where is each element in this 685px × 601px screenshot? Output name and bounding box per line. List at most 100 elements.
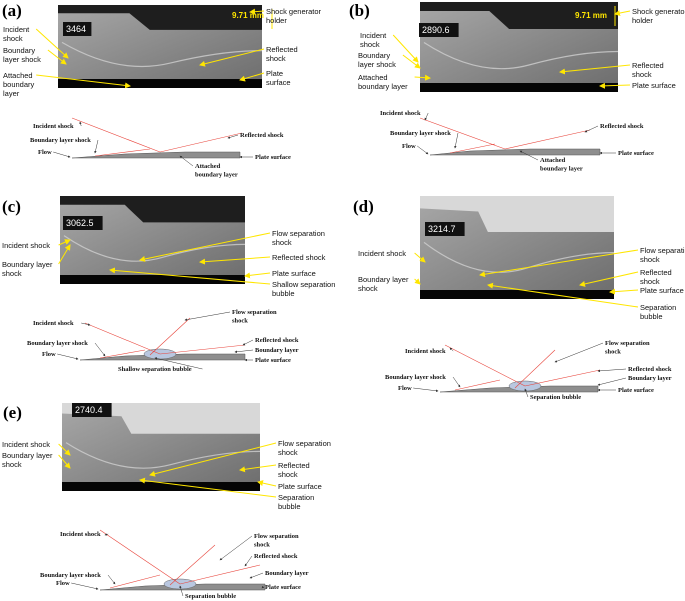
sketch-label: Shallow separation bubble [118, 366, 192, 373]
leader-line [179, 585, 184, 597]
photo-label: Plate [266, 69, 283, 78]
photo-label: bubble [278, 502, 301, 511]
bl-shock [94, 148, 151, 157]
sketch-label: shock [254, 542, 270, 549]
sketch-label: Boundary layer [255, 347, 299, 354]
panel-label: (a) [2, 1, 22, 20]
photo-label: Reflected [640, 268, 672, 277]
photo-label: Boundary [3, 46, 35, 55]
photo-arrow [58, 443, 71, 456]
photo-label: shock [278, 470, 298, 479]
photo-arrow [479, 249, 639, 278]
photo-label: shock [278, 448, 298, 457]
leader-line [94, 139, 99, 154]
photo-label: Shock generator [632, 7, 685, 16]
photo-arrow [559, 64, 631, 75]
leader-line [79, 121, 82, 127]
panel-label: (e) [3, 403, 22, 422]
reflected-shock [524, 369, 601, 387]
sketch-label: shock [605, 349, 621, 356]
plate [429, 148, 601, 156]
photo-label: shock [640, 255, 660, 264]
leader-line [454, 132, 459, 149]
sketch-label: Boundary layer shock [30, 137, 91, 144]
sketch-label: Flow [398, 385, 412, 392]
shock-generator [60, 196, 245, 223]
sketch-label: Reflected shock [254, 553, 298, 560]
photo-label: Plate surface [632, 81, 676, 90]
sketch-label: Incident shock [33, 320, 74, 327]
photo-arrow [392, 34, 419, 63]
frame-box [63, 22, 92, 36]
leader-line [94, 342, 106, 357]
sketch-label: Boundary layer shock [27, 340, 88, 347]
photo-label: Boundary layer [2, 451, 53, 460]
leader-line [184, 311, 231, 321]
sketch-label: Plate surface [618, 150, 654, 157]
photo-label: Plate surface [278, 482, 322, 491]
sketch-label: Flow [38, 149, 52, 156]
plate [71, 151, 241, 159]
photo-arrow [244, 272, 271, 279]
incident-shock [84, 322, 161, 355]
photo-arrow [239, 72, 265, 82]
photo-label: Plate surface [640, 286, 684, 295]
leader-line [413, 387, 439, 393]
leader-line [57, 353, 79, 360]
leader-line [242, 339, 254, 346]
sketch-label: boundary layer [540, 166, 583, 173]
photo-label: Separation [278, 493, 314, 502]
shock-trace [423, 41, 619, 70]
separation-shock [514, 349, 556, 389]
frame-number: 2890.6 [422, 25, 450, 35]
photo-label: shock [272, 238, 292, 247]
photo-arrow [35, 28, 69, 59]
reflected-shock [179, 564, 261, 585]
photo-label: holder [266, 16, 287, 25]
photo-arrow [109, 267, 271, 285]
photo-label: layer shock [3, 55, 41, 64]
leader-line [452, 376, 461, 388]
leader-line [584, 125, 599, 133]
photo-arrow [58, 244, 71, 265]
photo-arrow [36, 74, 131, 89]
photo-label: Flow separation [278, 439, 331, 448]
photo-label: Attached [358, 73, 388, 82]
frame-box [72, 403, 112, 417]
plate-band [420, 290, 614, 299]
photo-label: Shock generator [266, 7, 322, 16]
plate-band [58, 79, 262, 88]
sketch-label: Incident shock [60, 531, 101, 538]
leader-line [597, 368, 627, 373]
frame-box [63, 216, 103, 230]
leader-line [554, 342, 604, 363]
shock-generator [420, 196, 614, 233]
photo-label: holder [632, 16, 653, 25]
photo-label: Flow separation [272, 229, 325, 238]
sketch-label: shock [232, 318, 248, 325]
photo-arrow [579, 271, 639, 287]
photo-label: Incident [360, 31, 387, 40]
reflected-shock [159, 132, 243, 153]
sketch-label: Reflected shock [240, 132, 284, 139]
photo-label: Reflected [632, 61, 664, 70]
leader-line [81, 322, 91, 326]
leader-line [227, 134, 239, 139]
photo-arrow [414, 74, 431, 81]
leader-line [154, 357, 203, 370]
photo-arrow [487, 282, 639, 308]
sketch-label: Flow [402, 143, 416, 150]
leader-line [449, 347, 454, 352]
photo-arrow [139, 477, 277, 498]
bl-shock [109, 574, 161, 589]
photo-arrow [149, 442, 277, 477]
plate-band [420, 83, 618, 92]
sketch-label: boundary layer [195, 172, 238, 179]
separation-shock [169, 544, 216, 586]
frame-box [425, 222, 465, 236]
photo-label: Shallow separation [272, 280, 335, 289]
panel-label: (c) [2, 197, 21, 216]
sketch-label: Flow [42, 351, 56, 358]
leader-line [71, 582, 99, 590]
sketch-label: Flow separation [232, 309, 277, 316]
